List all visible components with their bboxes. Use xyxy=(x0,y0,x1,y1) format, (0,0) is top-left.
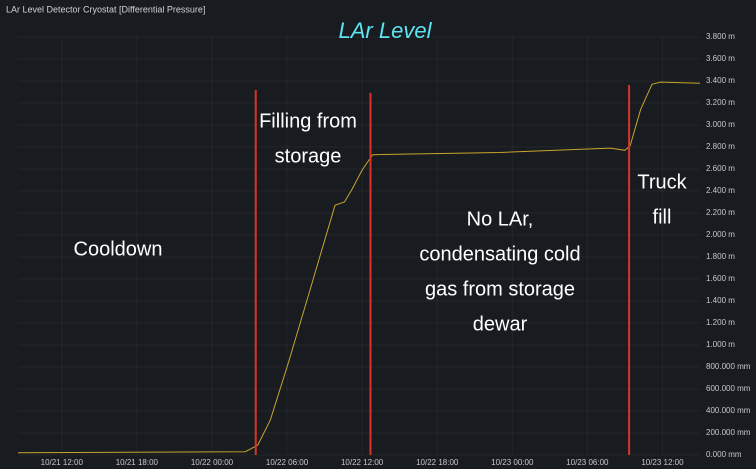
x-tick-label: 10/22 12:00 xyxy=(341,458,384,467)
y-tick-label: 1.400 m xyxy=(706,296,735,305)
x-tick-label: 10/23 06:00 xyxy=(566,458,609,467)
x-tick-label: 10/22 00:00 xyxy=(191,458,234,467)
y-tick-label: 3.600 m xyxy=(706,54,735,63)
annotation: Truck xyxy=(637,171,687,193)
annotation: dewar xyxy=(473,313,528,335)
annotation: No LAr, xyxy=(467,208,534,230)
x-tick-label: 10/21 18:00 xyxy=(116,458,159,467)
y-tick-label: 600.000 mm xyxy=(706,384,751,393)
x-tick-label: 10/23 00:00 xyxy=(491,458,534,467)
y-tick-label: 2.000 m xyxy=(706,230,735,239)
data-line xyxy=(17,81,701,454)
y-tick-label: 2.400 m xyxy=(706,186,735,195)
annotation: gas from storage xyxy=(425,278,575,300)
y-tick-label: 3.800 m xyxy=(706,32,735,41)
annotation: storage xyxy=(275,145,342,167)
panel-title: LAr Level Detector Cryostat [Differentia… xyxy=(6,4,205,14)
x-tick-label: 10/22 06:00 xyxy=(266,458,309,467)
chart-title: LAr Level xyxy=(339,18,433,43)
x-tick-label: 10/23 12:00 xyxy=(641,458,684,467)
y-tick-label: 1.600 m xyxy=(706,274,735,283)
x-tick-label: 10/21 12:00 xyxy=(41,458,84,467)
x-tick-label: 10/22 18:00 xyxy=(416,458,459,467)
y-tick-label: 0.000 mm xyxy=(706,450,742,459)
y-tick-label: 3.400 m xyxy=(706,76,735,85)
annotation: Filling from xyxy=(259,110,357,132)
y-tick-label: 800.000 mm xyxy=(706,362,751,371)
y-tick-label: 2.600 m xyxy=(706,164,735,173)
annotation: fill xyxy=(653,206,672,228)
y-tick-label: 1.200 m xyxy=(706,318,735,327)
y-tick-label: 1.000 m xyxy=(706,340,735,349)
y-tick-label: 3.000 m xyxy=(706,120,735,129)
annotation: condensating cold xyxy=(419,243,580,265)
y-tick-label: 400.000 mm xyxy=(706,406,751,415)
annotation: Cooldown xyxy=(74,238,163,260)
y-tick-label: 2.200 m xyxy=(706,208,735,217)
y-tick-label: 1.800 m xyxy=(706,252,735,261)
y-tick-label: 2.800 m xyxy=(706,142,735,151)
y-tick-label: 3.200 m xyxy=(706,98,735,107)
y-tick-label: 200.000 mm xyxy=(706,428,751,437)
